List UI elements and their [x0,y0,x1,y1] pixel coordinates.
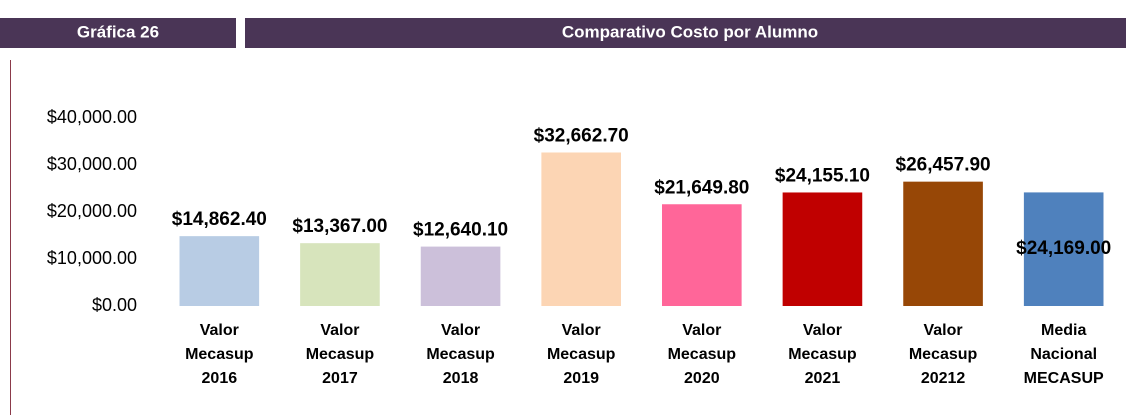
y-tick-label: $0.00 [92,295,137,315]
x-tick-label: Valor Mecasup 2019 [547,322,616,387]
value-label: $12,640.10 [413,220,508,241]
y-tick-label: $30,000.00 [47,154,137,174]
bar [179,236,260,306]
x-tick-label: Valor Mecasup 2017 [306,322,375,387]
bar [300,243,380,306]
header-title: Comparativo Costo por Alumno [562,22,818,41]
x-tick-label: Valor Mecasup 2020 [668,322,737,387]
x-tick-label: Valor Mecasup 2016 [185,322,254,387]
x-tick-label: Media Nacional MECASUP [1024,322,1104,387]
y-tick-label: $40,000.00 [47,107,137,127]
value-label: $13,367.00 [292,216,387,237]
header-label-box [0,18,236,48]
x-tick-label: Valor Mecasup 2021 [788,322,857,387]
x-tick-label: Valor Mecasup 2018 [426,322,495,387]
bar [1023,192,1104,306]
header-title-box [245,18,1126,48]
value-label: $21,649.80 [654,177,749,198]
y-tick-label: $20,000.00 [47,201,137,221]
value-label: $24,169.00 [1016,238,1111,259]
header-label: Gráfica 26 [77,22,159,41]
value-label: $24,155.10 [775,165,870,186]
y-tick-label: $10,000.00 [47,248,137,268]
bar [420,246,501,306]
bar [541,152,621,306]
x-tick-label: Valor Mecasup 20212 [909,322,978,387]
value-label: $14,862.40 [172,209,267,230]
value-label: $26,457.90 [896,155,991,176]
value-label: $32,662.70 [534,126,629,147]
bar [662,204,742,306]
bar [903,181,983,306]
bar [782,192,863,306]
